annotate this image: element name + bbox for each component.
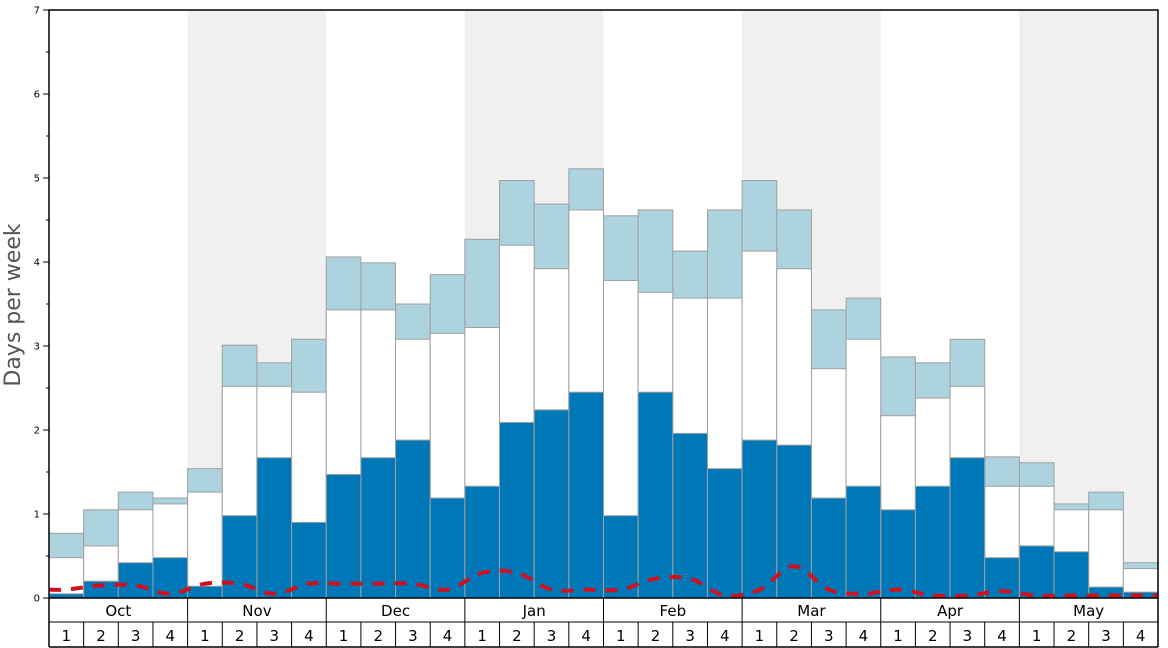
y-tick-label: 5	[34, 174, 40, 185]
week-label: 4	[997, 627, 1007, 645]
week-label: 2	[235, 627, 245, 645]
week-label: 4	[304, 627, 314, 645]
month-label: Apr	[937, 602, 964, 620]
month-label: Mar	[797, 602, 826, 620]
y-tick-label: 2	[34, 426, 40, 437]
line-series	[48, 564, 1158, 599]
bar-dark	[395, 439, 431, 599]
week-label: 1	[477, 627, 487, 645]
bar-dark	[117, 562, 154, 599]
y-tick-label: 4	[34, 258, 40, 269]
y-tick-label: 0	[34, 594, 40, 605]
bar-dark	[1053, 551, 1090, 599]
week-label: 1	[200, 627, 210, 645]
week-label: 4	[1136, 627, 1146, 645]
week-label: 1	[616, 627, 626, 645]
week-label: 3	[1101, 627, 1111, 645]
bar-dark	[360, 457, 397, 599]
bar-dark	[464, 485, 501, 599]
week-label: 1	[1032, 627, 1042, 645]
month-label: Feb	[660, 602, 687, 620]
bar-dark	[187, 585, 223, 599]
bar-dark	[568, 391, 604, 599]
month-label: Nov	[242, 602, 271, 620]
x-axis: Oct Nov Dec Jan Feb Mar Apr May 1 2 3 4 1 2 3 4 1 2 3 4 1 2 3 4…	[48, 598, 1159, 648]
y-axis-ticks: 0 1 2 3 4 5 6 7	[34, 6, 49, 605]
bar-dark	[672, 432, 708, 599]
week-label: 4	[581, 627, 591, 645]
bar-mid	[1088, 509, 1124, 599]
bar-dark	[706, 468, 743, 599]
bar-dark	[914, 485, 951, 599]
week-label: 3	[408, 627, 418, 645]
week-label: 4	[166, 627, 176, 645]
week-label: 3	[547, 627, 557, 645]
bar-dark	[949, 457, 986, 599]
month-label: Dec	[381, 602, 410, 620]
week-label: 2	[1067, 627, 1077, 645]
bar-dark	[325, 474, 362, 599]
bar-dark	[880, 509, 916, 599]
bar-dark	[533, 409, 570, 599]
week-label: 2	[651, 627, 661, 645]
bar-mid	[187, 491, 223, 599]
bar-dark	[256, 457, 293, 599]
bar-dark	[221, 515, 258, 599]
bar-dark	[776, 444, 812, 599]
week-label: 4	[443, 627, 453, 645]
bar-dark	[637, 391, 674, 599]
y-axis-label: Days per week	[1, 223, 26, 386]
week-label: 2	[789, 627, 799, 645]
week-label: 1	[339, 627, 349, 645]
week-label: 2	[512, 627, 522, 645]
week-label: 4	[720, 627, 730, 645]
week-label: 2	[373, 627, 383, 645]
week-label: 1	[755, 627, 765, 645]
average-line	[48, 564, 1158, 599]
y-tick-label: 3	[34, 342, 40, 353]
bar-dark	[741, 439, 778, 599]
y-tick-label: 7	[34, 6, 40, 17]
month-label: Oct	[105, 602, 131, 620]
week-label: 2	[96, 627, 106, 645]
bar-dark	[845, 485, 882, 599]
bar-series	[48, 168, 1159, 599]
week-label: 3	[685, 627, 695, 645]
y-tick-label: 6	[34, 90, 40, 101]
week-label: 4	[859, 627, 869, 645]
week-label: 3	[131, 627, 141, 645]
month-label: May	[1073, 602, 1104, 620]
bar-mid	[48, 557, 85, 599]
week-label: 2	[928, 627, 938, 645]
week-label: 1	[893, 627, 903, 645]
month-label: Jan	[522, 602, 546, 620]
week-label: 1	[62, 627, 72, 645]
bar-dark	[810, 497, 847, 599]
week-label: 3	[824, 627, 834, 645]
week-label: 3	[269, 627, 279, 645]
week-label: 3	[963, 627, 973, 645]
bar-dark	[1018, 545, 1055, 599]
y-tick-label: 1	[34, 510, 40, 521]
bar-dark	[429, 497, 466, 599]
